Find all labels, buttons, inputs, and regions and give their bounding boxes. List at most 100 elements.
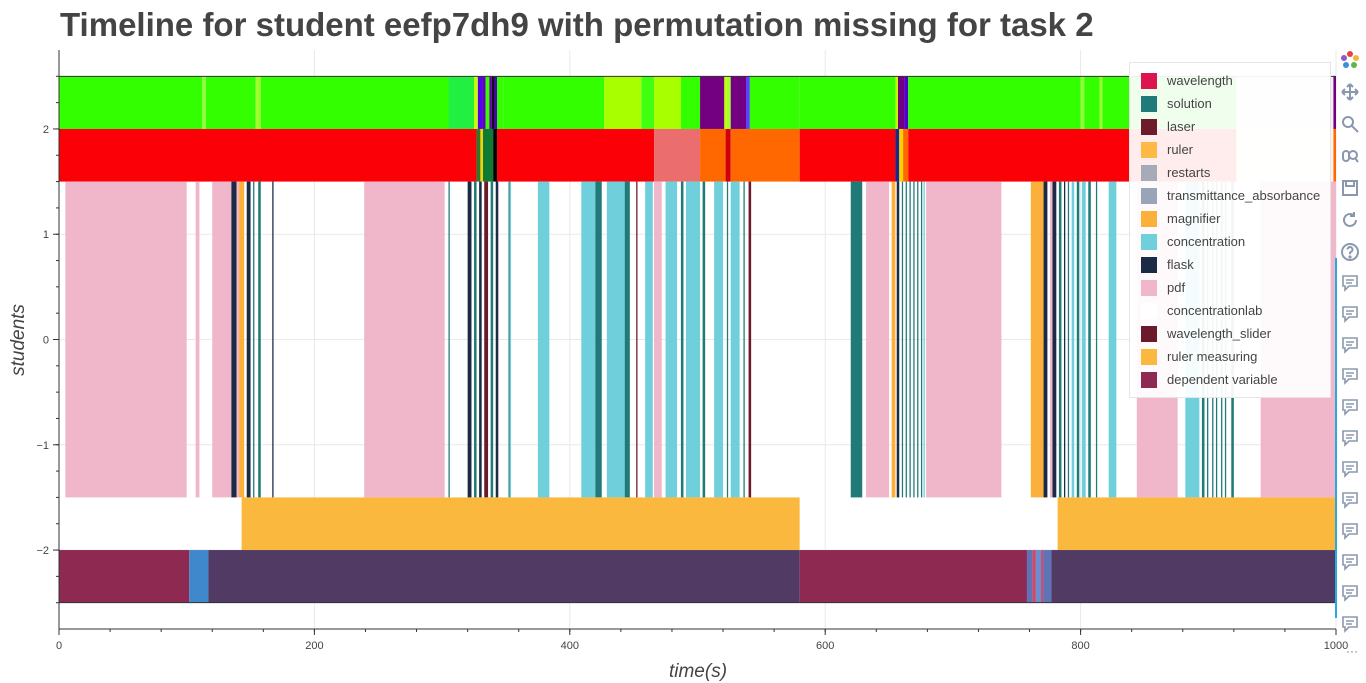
- hover-tool-icon[interactable]: [1338, 551, 1362, 573]
- timeline-bar: [1071, 181, 1075, 498]
- bokeh-logo-icon[interactable]: [1338, 48, 1362, 72]
- hover-tool-icon[interactable]: [1338, 520, 1362, 542]
- timeline-bar: [606, 181, 625, 498]
- y-axis-label: students: [8, 304, 29, 376]
- hover-tool-icon[interactable]: [1338, 272, 1362, 294]
- legend-item: dependent variable: [1130, 368, 1330, 391]
- legend-item: laser: [1130, 115, 1330, 138]
- legend-item: magnifier: [1130, 207, 1330, 230]
- timeline-bar: [917, 181, 919, 498]
- timeline-bar: [899, 128, 904, 182]
- hover-tool-icon[interactable]: [1338, 489, 1362, 511]
- timeline-bar: [700, 76, 725, 129]
- legend-item: restarts: [1130, 161, 1330, 184]
- timeline-bar: [484, 181, 489, 498]
- legend-swatch: [1141, 348, 1157, 365]
- timeline-bar: [482, 76, 486, 129]
- hover-tool-icon[interactable]: [1338, 613, 1362, 635]
- hover-tool-icon[interactable]: [1338, 334, 1362, 356]
- legend-swatch: [1141, 164, 1157, 181]
- timeline-bar: [714, 181, 724, 498]
- toolbar-more-button[interactable]: ···: [1346, 644, 1358, 658]
- timeline-bar: [1333, 128, 1336, 182]
- save-icon[interactable]: [1338, 176, 1362, 200]
- timeline-bar: [636, 181, 638, 498]
- timeline-bar: [253, 181, 255, 498]
- timeline-bar: [895, 128, 900, 182]
- legend-swatch: [1141, 371, 1157, 388]
- hover-tool-icon[interactable]: [1338, 396, 1362, 418]
- timeline-bar: [926, 181, 1002, 498]
- timeline-bar: [730, 128, 800, 182]
- legend-label: transmittance_absorbance: [1167, 188, 1321, 203]
- x-tick-label: 400: [561, 640, 579, 652]
- pan-icon[interactable]: [1338, 80, 1362, 104]
- timeline-bar: [799, 76, 896, 129]
- legend-item: pdf: [1130, 276, 1330, 299]
- legend-label: ruler: [1167, 142, 1194, 157]
- wheel-zoom-icon[interactable]: [1338, 144, 1362, 168]
- timeline-bar: [726, 181, 729, 498]
- legend-item: ruler: [1130, 138, 1330, 161]
- timeline-bar: [493, 128, 498, 182]
- timeline-bar: [491, 76, 495, 129]
- timeline-bar: [246, 181, 251, 498]
- timeline-bar: [59, 128, 477, 182]
- timeline-bar: [1043, 550, 1052, 603]
- x-tick-label: 600: [816, 640, 834, 652]
- timeline-bar: [920, 181, 923, 498]
- legend-swatch: [1141, 72, 1157, 89]
- timeline-bar: [231, 181, 237, 498]
- timeline-bar: [448, 76, 475, 129]
- timeline-bar: [746, 76, 750, 129]
- help-icon[interactable]: [1338, 240, 1362, 264]
- box-zoom-icon[interactable]: [1338, 112, 1362, 136]
- timeline-bar: [497, 76, 504, 129]
- timeline-bar: [1058, 181, 1062, 498]
- y-tick-label: 0: [43, 335, 49, 347]
- timeline-bar: [725, 128, 731, 182]
- timeline-bar: [260, 76, 449, 129]
- timeline-bar: [489, 76, 492, 129]
- reset-icon[interactable]: [1338, 208, 1362, 232]
- timeline-bar: [1333, 76, 1336, 129]
- axes: 0 200 400 600 800 1000 −2 −1 0 1 2: [36, 50, 1348, 652]
- timeline-bar: [866, 181, 890, 498]
- timeline-bar: [654, 181, 662, 498]
- hover-tool-icon[interactable]: [1338, 458, 1362, 480]
- timeline-bar: [897, 76, 905, 129]
- x-tick-label: 200: [305, 640, 323, 652]
- timeline-bar: [494, 76, 498, 129]
- timeline-bar: [913, 181, 915, 498]
- legend-swatch: [1141, 141, 1157, 158]
- timeline-bar: [901, 181, 904, 498]
- legend-swatch: [1141, 256, 1157, 273]
- timeline-bar: [1099, 76, 1103, 129]
- timeline-bar: [702, 181, 706, 498]
- x-tick-label: 800: [1071, 640, 1089, 652]
- timeline-bar: [1076, 181, 1080, 498]
- chart-title: Timeline for student eefp7dh9 with permu…: [60, 6, 1094, 43]
- timeline-bar: [724, 76, 727, 129]
- timeline-bar: [258, 181, 261, 498]
- timeline-bar: [239, 181, 245, 498]
- timeline-bar: [923, 181, 925, 498]
- timeline-bar: [195, 181, 200, 498]
- hover-tool-icon[interactable]: [1338, 582, 1362, 604]
- legend-label: dependent variable: [1167, 372, 1278, 387]
- legend-label: ruler measuring: [1167, 349, 1258, 364]
- timeline-bar: [686, 181, 701, 498]
- timeline-bar: [241, 497, 800, 551]
- legend-label: magnifier: [1167, 211, 1221, 226]
- x-tick-label: 1000: [1324, 640, 1348, 652]
- legend-item: solution: [1130, 92, 1330, 115]
- legend-swatch: [1141, 325, 1157, 342]
- legend: wavelength solution laser ruler restarts tran…: [1129, 62, 1331, 398]
- hover-tool-icon[interactable]: [1338, 365, 1362, 387]
- legend-item: transmittance_absorbance: [1130, 184, 1330, 207]
- timeline-bar: [1052, 181, 1057, 498]
- timeline-bar: [1041, 550, 1044, 603]
- timeline-bar: [495, 181, 499, 498]
- hover-tool-icon[interactable]: [1338, 303, 1362, 325]
- hover-tool-icon[interactable]: [1338, 427, 1362, 449]
